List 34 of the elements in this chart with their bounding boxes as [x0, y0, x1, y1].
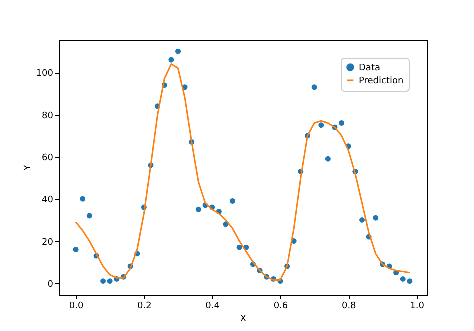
point	[312, 84, 318, 90]
point	[86, 213, 92, 219]
point	[107, 278, 113, 284]
x-tick-label: 0.4	[206, 302, 220, 312]
x-tick-label: 0.2	[138, 302, 152, 312]
point	[339, 120, 345, 126]
point	[318, 122, 324, 128]
x-tick-label: 0.0	[69, 302, 84, 312]
point	[100, 278, 106, 284]
y-tick-label: 20	[42, 238, 54, 248]
point	[373, 215, 379, 221]
y-tick-label: 100	[36, 69, 54, 80]
y-tick-label: 80	[42, 111, 54, 122]
x-tick-label: 0.6	[274, 302, 288, 312]
point	[80, 196, 86, 202]
x-axis-title: X	[240, 314, 247, 324]
point	[196, 206, 202, 212]
point	[400, 276, 406, 282]
point	[168, 57, 174, 63]
point	[73, 246, 79, 252]
point	[325, 156, 331, 162]
x-tick-label: 1.0	[410, 302, 425, 312]
point	[236, 244, 242, 250]
y-axis-title: Y	[23, 164, 34, 172]
legend-label: Prediction	[359, 76, 404, 86]
y-tick-label: 60	[42, 153, 54, 164]
legend-label: Data	[359, 64, 380, 74]
y-tick-label: 0	[48, 280, 54, 290]
point	[360, 217, 365, 223]
x-tick-label: 0.8	[342, 302, 357, 312]
y-tick-label: 40	[42, 196, 54, 206]
point	[176, 48, 181, 54]
point	[407, 278, 413, 284]
point	[230, 198, 236, 204]
